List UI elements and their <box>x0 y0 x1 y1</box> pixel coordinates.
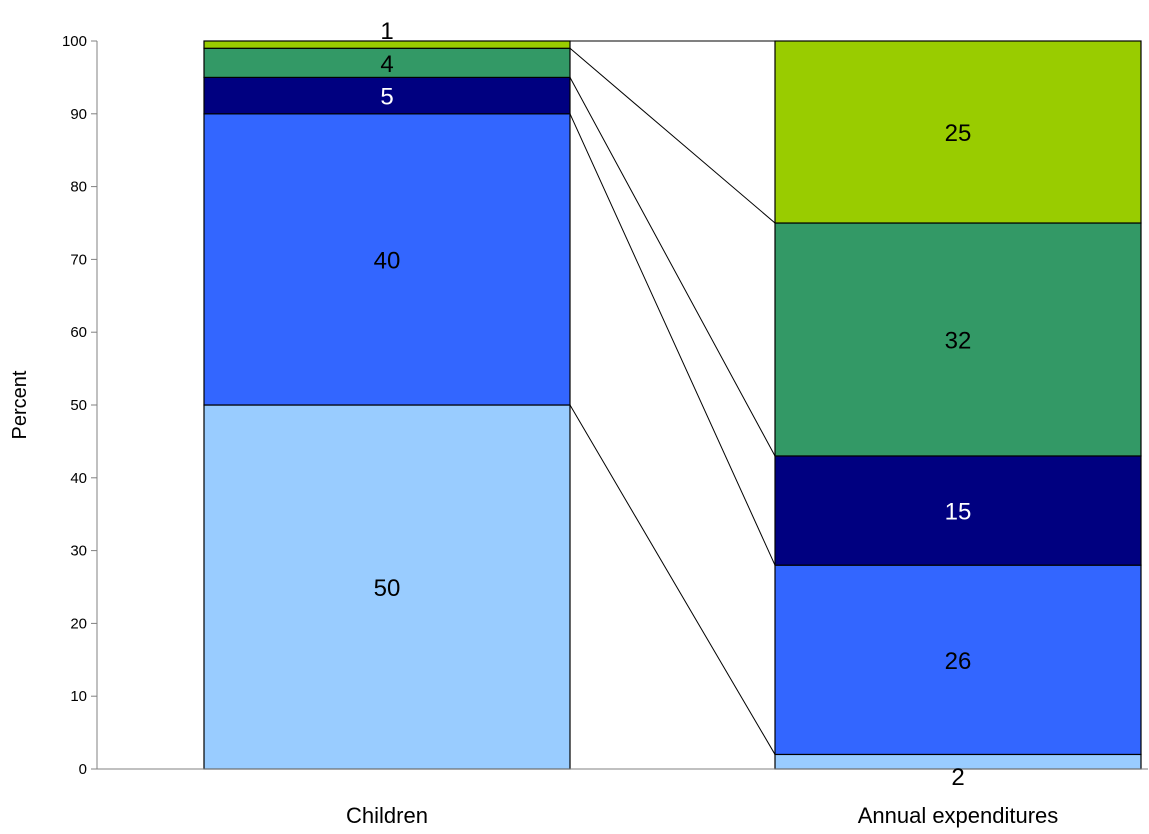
y-tick-label-60: 60 <box>70 324 87 341</box>
bar-segments <box>203 40 1142 770</box>
category-label-annual-expenditures: Annual expenditures <box>858 803 1059 828</box>
data-label-children-3: 5 <box>380 84 393 111</box>
y-tick-label-50: 50 <box>70 397 87 414</box>
data-label-annual-expenditures-3: 15 <box>945 499 972 526</box>
bar-segment-annual-expenditures-2 <box>774 564 1142 756</box>
data-label-children-5: 1 <box>380 18 393 45</box>
data-label-annual-expenditures-2: 26 <box>945 648 972 675</box>
category-label-children: Children <box>346 803 428 828</box>
y-tick-label-100: 100 <box>62 33 87 50</box>
y-tick-label-20: 20 <box>70 615 87 632</box>
bar-segment-annual-expenditures-3 <box>774 455 1142 566</box>
bar-segment-annual-expenditures-4 <box>774 222 1142 457</box>
data-label-annual-expenditures-1: 2 <box>951 764 964 791</box>
y-tick-label-40: 40 <box>70 470 87 487</box>
connector-lines <box>569 40 776 755</box>
data-label-annual-expenditures-4: 32 <box>945 327 972 354</box>
bar-segment-children-4 <box>203 47 571 78</box>
y-axis: 0 10 20 30 40 50 60 70 80 90 100 <box>62 33 1148 778</box>
connector-line <box>569 77 776 457</box>
data-label-children-4: 4 <box>380 51 393 78</box>
connector-line <box>569 404 776 755</box>
y-tick-label-30: 30 <box>70 543 87 560</box>
bar-segment-children-2 <box>203 113 571 406</box>
category-labels: Children Annual expenditures <box>346 803 1058 828</box>
y-tick-label-90: 90 <box>70 106 87 123</box>
connector-line <box>569 113 776 566</box>
data-label-children-1: 50 <box>374 575 401 602</box>
data-label-annual-expenditures-5: 25 <box>945 120 972 147</box>
y-tick-label-70: 70 <box>70 251 87 268</box>
y-tick-label-0: 0 <box>79 761 87 778</box>
data-label-children-2: 40 <box>374 247 401 274</box>
data-labels: 50 40 5 4 1 2 26 15 32 25 <box>374 18 972 791</box>
connector-line <box>569 47 776 224</box>
y-tick-label-10: 10 <box>70 688 87 705</box>
y-tick-label-80: 80 <box>70 179 87 196</box>
bar-segment-annual-expenditures-5 <box>774 40 1142 224</box>
y-axis-title: Percent <box>9 370 31 439</box>
bar-segment-children-5 <box>203 40 571 49</box>
